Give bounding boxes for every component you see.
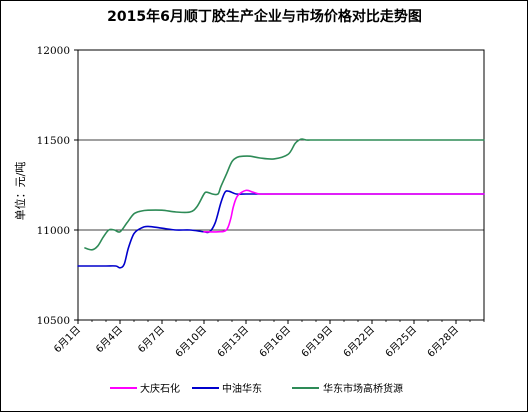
legend-label: 中油华东: [222, 382, 262, 395]
x-tick-label: 6月28日: [425, 324, 461, 360]
y-tick-label: 11500: [37, 135, 70, 147]
legend: 大庆石化 中油华东 华东市场高桥货源: [110, 382, 403, 395]
series-lines: [77, 138, 485, 269]
series-line-3: [84, 138, 485, 251]
y-axis-label: 单位：元/吨: [13, 162, 27, 221]
x-tick-label: 6月10日: [173, 324, 209, 360]
x-tick-label: 6月16日: [257, 324, 293, 360]
grid-lines: [78, 139, 484, 231]
y-tick-label: 11000: [37, 225, 70, 237]
x-tick-label: 6月13日: [215, 324, 251, 360]
x-tick-label: 6月1日: [51, 324, 83, 356]
chart-title: 2015年6月顺丁胶生产企业与市场价格对比走势图: [107, 9, 422, 25]
y-tick-label: 10500: [37, 315, 70, 327]
y-tick-label: 12000: [37, 45, 70, 57]
x-tick-label: 6月25日: [383, 324, 419, 360]
legend-label: 大庆石化: [140, 382, 180, 395]
legend-label: 华东市场高桥货源: [323, 382, 403, 395]
series-line-1: [203, 189, 485, 233]
x-tick-label: 6月7日: [135, 324, 167, 356]
x-tick-label: 6月22日: [341, 324, 377, 360]
x-tick-label: 6月4日: [93, 324, 125, 356]
plot-area: [77, 49, 485, 321]
x-tick-label: 6月19日: [299, 324, 335, 360]
y-axis-ticks: 10500 11000 11500 12000: [37, 45, 78, 327]
series-line-2: [77, 190, 485, 269]
x-axis-ticks: 6月1日 6月4日 6月7日 6月10日 6月13日 6月16日 6月19日 6月22日 6月2…: [51, 320, 485, 360]
